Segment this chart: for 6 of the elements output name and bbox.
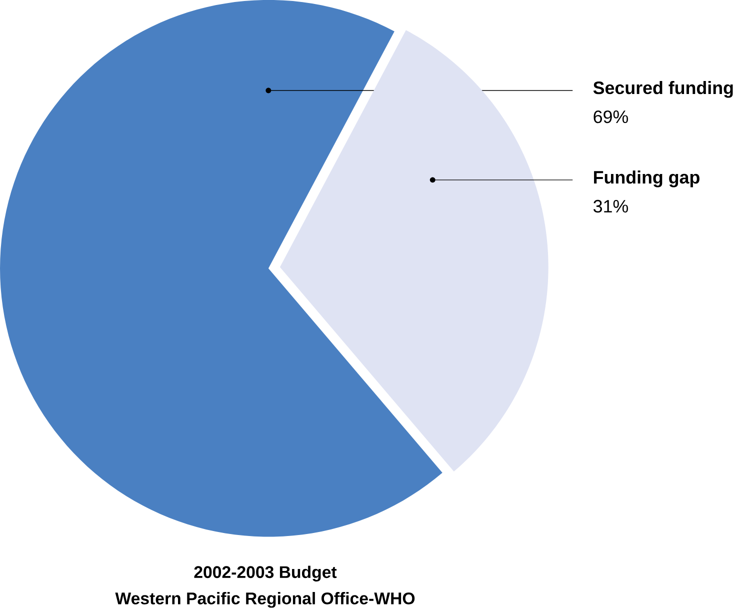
data-label: 69% (594, 110, 628, 124)
slice-label: Secured funding (593, 81, 733, 98)
text: 2002-2003 Budget (194, 566, 337, 582)
data-label: 31% (594, 200, 628, 213)
text: Western Pacific Regional Office-WHO (115, 592, 415, 608)
slice-label: Funding gap (594, 170, 700, 188)
